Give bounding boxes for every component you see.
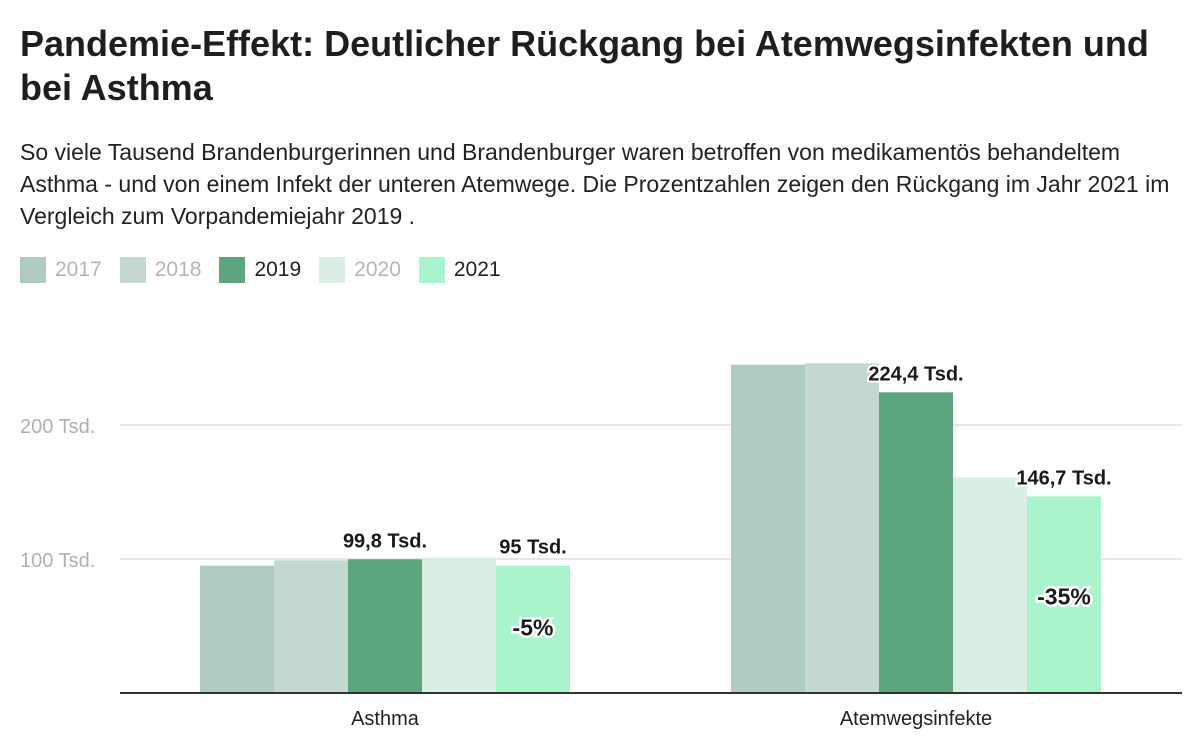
y-tick-label: 200 Tsd. (20, 416, 95, 438)
bar-2021-asthma (496, 565, 570, 693)
legend-item-2020: 2020 (319, 257, 401, 283)
bar-2017-asthma (200, 565, 274, 693)
legend-item-2021: 2021 (418, 257, 501, 283)
legend-swatch (319, 257, 346, 283)
data-label: 224,4 Tsd. (868, 363, 963, 385)
bar-2018-asthma (274, 560, 348, 693)
legend: 2017 2018 2019 2020 2021 (20, 256, 519, 284)
chart-title: Pandemie-Effekt: Deutlicher Rückgang bei… (20, 23, 1149, 108)
legend-label: 2017 (55, 258, 102, 281)
x-tick-label: Asthma (351, 708, 420, 730)
chart-subtitle: So viele Tausend Brandenburgerinnen und … (20, 139, 1170, 229)
y-tick-label: 100 Tsd. (20, 550, 95, 572)
bar-2020-atemwegsinfekte (953, 477, 1027, 693)
bar-2021-atemwegsinfekte (1027, 496, 1101, 693)
change-label: -5% (513, 615, 554, 641)
legend-swatch (119, 257, 146, 283)
x-tick-label: Atemwegsinfekte (840, 708, 992, 730)
legend-label: 2021 (453, 258, 501, 281)
bar-2019-atemwegsinfekte (879, 392, 953, 693)
change-label: -35% (1037, 584, 1091, 610)
legend-swatch (219, 257, 246, 283)
legend-label: 2018 (154, 258, 202, 281)
data-label: 146,7 Tsd. (1016, 467, 1111, 489)
data-label: 95 Tsd. (499, 537, 566, 559)
bar-2018-atemwegsinfekte (805, 363, 879, 693)
legend-swatch (20, 257, 46, 283)
legend-item-2017: 2017 (20, 257, 102, 283)
legend-item-2019: 2019 (219, 257, 301, 283)
legend-label: 2020 (354, 258, 401, 281)
legend-item-2018: 2018 (119, 257, 202, 283)
legend-label: 2019 (254, 258, 302, 281)
legend-swatch (418, 257, 445, 283)
bar-2020-asthma (422, 557, 496, 693)
bar-2019-asthma (348, 559, 422, 693)
data-label: 99,8 Tsd. (343, 530, 427, 552)
bar-2017-atemwegsinfekte (731, 364, 805, 693)
